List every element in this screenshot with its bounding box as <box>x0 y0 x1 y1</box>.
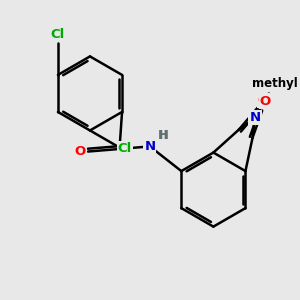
Text: Cl: Cl <box>51 28 65 41</box>
Text: O: O <box>260 95 271 108</box>
Text: N: N <box>144 140 155 153</box>
Text: N: N <box>249 111 261 124</box>
Text: Cl: Cl <box>118 142 132 155</box>
Text: H: H <box>159 129 169 142</box>
Text: methyl: methyl <box>252 77 297 90</box>
Text: O: O <box>75 145 86 158</box>
Text: O: O <box>258 94 269 107</box>
Text: H: H <box>158 129 168 142</box>
Text: N: N <box>144 140 155 153</box>
